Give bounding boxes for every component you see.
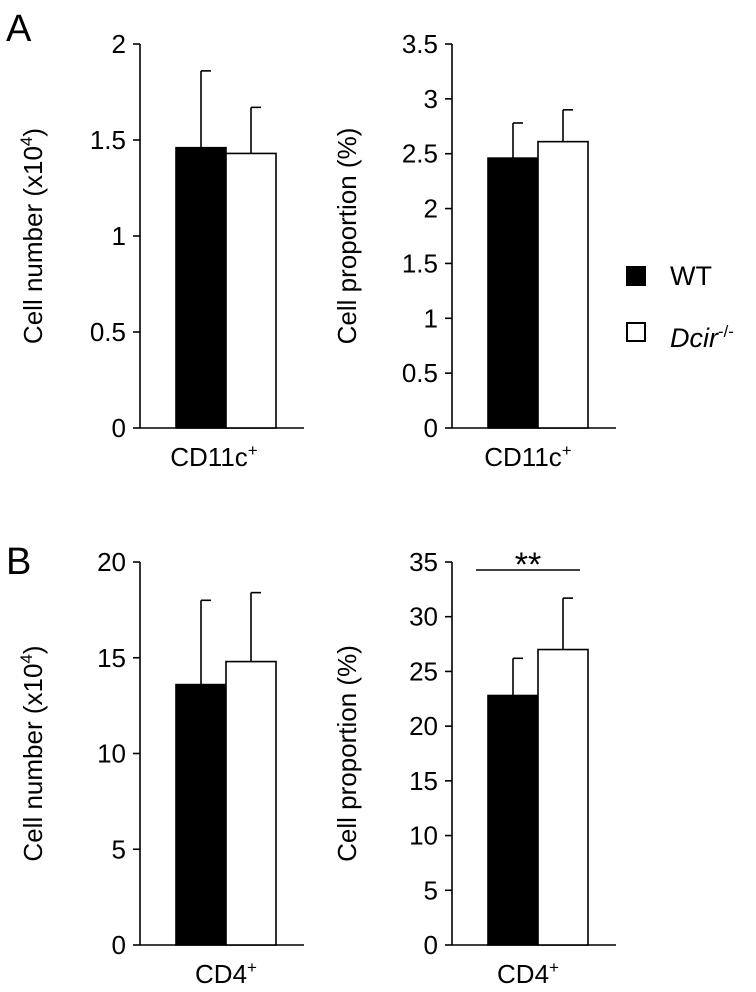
chart-3: 0 5 10 15 20 Cell number (x104) CD4+ xyxy=(17,547,304,989)
chart-4-y-tick-label: 5 xyxy=(424,875,438,905)
chart-3-y-tick-label: 10 xyxy=(97,739,126,769)
chart-2-y-tick-label: 1.5 xyxy=(402,248,438,278)
chart-4-y-tick-label: 25 xyxy=(409,656,438,686)
chart-2-y-tick-label: 1 xyxy=(424,303,438,333)
legend-swatch-dcir xyxy=(626,322,646,342)
legend-label-dcir-base: Dcir xyxy=(670,323,718,353)
chart-2-category-label: CD11c+ xyxy=(484,441,572,472)
chart-4-bar-wt xyxy=(487,694,539,946)
chart-2-y-tick-label: 0.5 xyxy=(402,358,438,388)
chart-4: 0 5 10 15 20 25 30 35 Cell proportion (%) CD4+ ** xyxy=(332,546,616,989)
chart-1-y-tick-label: 1 xyxy=(112,221,126,251)
chart-4-bar-dcir xyxy=(537,648,589,946)
chart-3-y-tick-label: 5 xyxy=(112,834,126,864)
chart-4-y-tick-label: 15 xyxy=(409,766,438,796)
chart-3-y-tick-label: 15 xyxy=(97,643,126,673)
chart-1-y-tick-label: 0.5 xyxy=(90,317,126,347)
chart-2-y-tick-label: 3.5 xyxy=(402,29,438,59)
chart-2-bar-dcir xyxy=(537,140,589,429)
chart-1-y-axis-title: Cell number (x104) xyxy=(17,128,48,344)
legend-label-dcir: Dcir-/- xyxy=(670,318,734,352)
chart-1-y-tick-label: 1.5 xyxy=(90,125,126,155)
chart-2-y-tick-label: 0 xyxy=(424,413,438,443)
chart-1: 0 0.5 1 1.5 2 Cell number (x104) CD11c+ xyxy=(17,29,304,472)
chart-2-y-axis-title: Cell proportion (%) xyxy=(332,128,362,345)
chart-3-y-tick-label: 20 xyxy=(97,547,126,577)
chart-3-bar-dcir xyxy=(225,660,277,946)
chart-4-y-tick-label: 20 xyxy=(409,711,438,741)
chart-2-y-tick-label: 2 xyxy=(424,194,438,224)
chart-4-category-label: CD4+ xyxy=(497,958,559,989)
chart-2: 0 0.5 1 1.5 2 2.5 3 3.5 Cell proportion (%) CD11c… xyxy=(332,29,616,472)
chart-2-y-tick-label: 2.5 xyxy=(402,139,438,169)
chart-3-bar-wt xyxy=(175,683,227,946)
chart-4-significance-label: ** xyxy=(515,546,541,584)
chart-4-y-tick-label: 30 xyxy=(409,602,438,632)
chart-1-y-tick-label: 0 xyxy=(112,413,126,443)
chart-4-y-tick-label: 0 xyxy=(424,930,438,960)
chart-2-bar-wt xyxy=(487,157,539,429)
chart-1-bar-dcir xyxy=(225,152,277,429)
legend-swatch-wt xyxy=(626,266,646,286)
panel-label-b: B xyxy=(6,541,32,583)
chart-1-y-tick-label: 2 xyxy=(112,29,126,59)
chart-3-y-axis-title: Cell number (x104) xyxy=(17,645,48,861)
chart-3-y-tick-label: 0 xyxy=(112,930,126,960)
chart-4-y-axis-title: Cell proportion (%) xyxy=(332,645,362,862)
chart-4-y-tick-label: 10 xyxy=(409,821,438,851)
legend-label-dcir-sup: -/- xyxy=(718,322,734,341)
chart-2-y-tick-label: 3 xyxy=(424,84,438,114)
chart-3-category-label: CD4+ xyxy=(195,958,257,989)
panel-label-a: A xyxy=(6,8,32,50)
chart-4-y-tick-label: 35 xyxy=(409,547,438,577)
chart-1-bar-wt xyxy=(175,146,227,429)
chart-1-category-label: CD11c+ xyxy=(170,441,258,472)
legend-label-wt: WT xyxy=(670,261,712,291)
